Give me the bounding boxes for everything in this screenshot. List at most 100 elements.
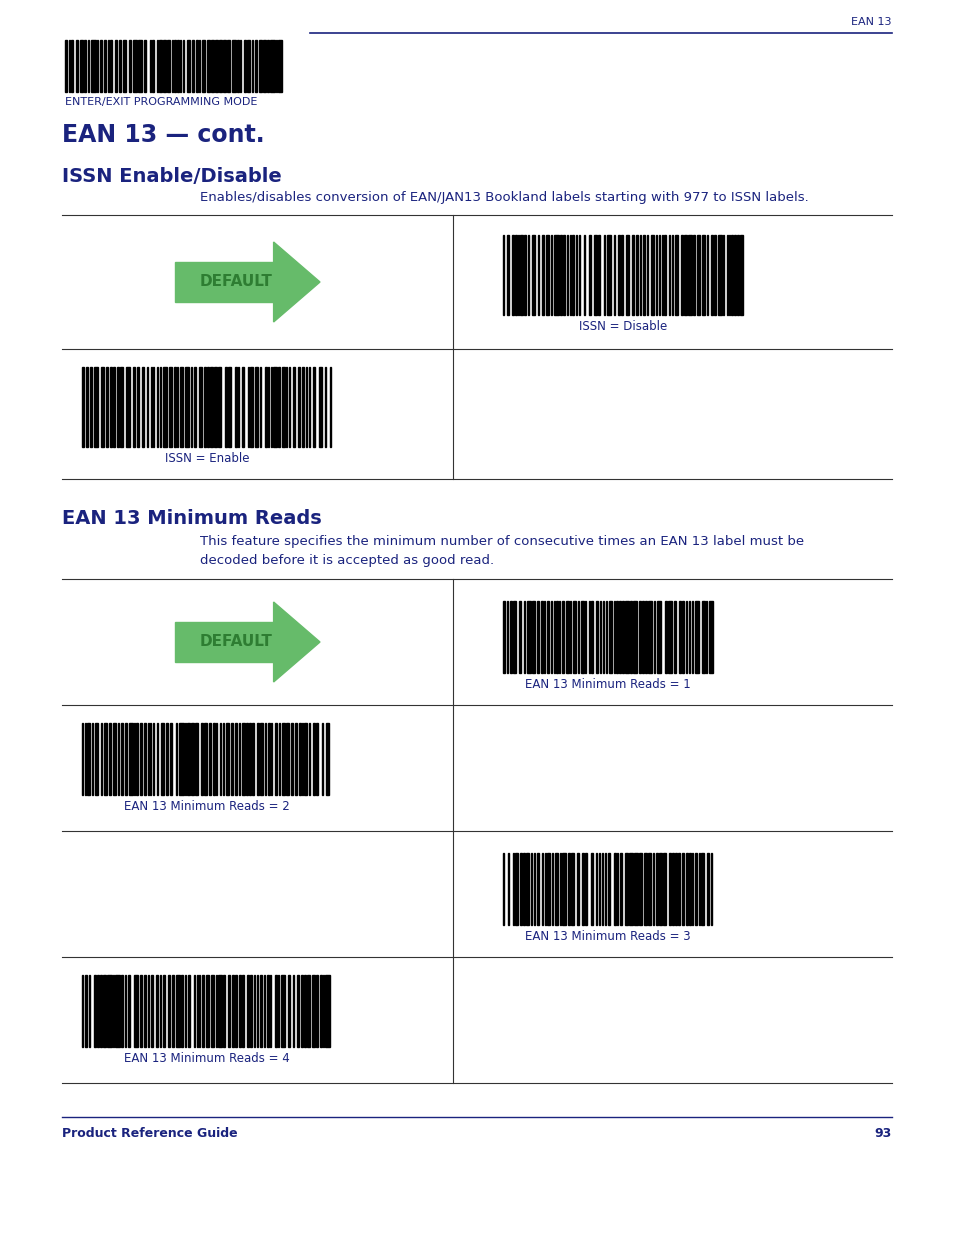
Bar — [228, 367, 231, 447]
Bar — [585, 853, 587, 925]
Bar — [602, 601, 603, 673]
Text: DEFAULT: DEFAULT — [199, 635, 272, 650]
Bar — [222, 974, 225, 1047]
Bar — [301, 722, 303, 795]
Bar — [151, 974, 153, 1047]
Bar — [234, 722, 237, 795]
Bar — [710, 853, 712, 925]
Bar — [736, 235, 739, 315]
Bar — [137, 367, 139, 447]
Bar — [547, 853, 550, 925]
Bar — [581, 853, 583, 925]
Bar — [194, 367, 195, 447]
Bar — [250, 367, 253, 447]
Bar — [668, 601, 671, 673]
Bar — [543, 601, 544, 673]
Bar — [150, 40, 151, 91]
Bar — [252, 40, 253, 91]
Bar — [148, 974, 149, 1047]
Bar — [634, 853, 637, 925]
Bar — [641, 601, 643, 673]
Bar — [191, 367, 193, 447]
Bar — [647, 853, 651, 925]
Bar — [82, 367, 84, 447]
Bar — [247, 40, 250, 91]
Bar — [176, 974, 179, 1047]
Bar — [151, 367, 152, 447]
Bar — [271, 722, 273, 795]
Bar — [157, 40, 158, 91]
Bar — [85, 722, 86, 795]
Bar — [674, 601, 675, 673]
Bar — [629, 853, 633, 925]
Bar — [650, 235, 654, 315]
Bar — [689, 853, 690, 925]
Bar — [688, 601, 690, 673]
Bar — [693, 235, 695, 315]
Bar — [252, 722, 253, 795]
Bar — [180, 40, 181, 91]
Bar — [204, 367, 206, 447]
Text: This feature specifies the minimum number of consecutive times an EAN 13 label m: This feature specifies the minimum numbe… — [200, 535, 803, 548]
Bar — [681, 601, 683, 673]
Bar — [694, 853, 697, 925]
Bar — [286, 722, 289, 795]
Bar — [573, 601, 576, 673]
Bar — [318, 367, 322, 447]
Bar — [93, 974, 95, 1047]
Bar — [681, 853, 683, 925]
Bar — [604, 853, 605, 925]
Bar — [519, 235, 522, 315]
Text: ISSN = Disable: ISSN = Disable — [578, 320, 666, 333]
Bar — [267, 974, 269, 1047]
Bar — [679, 601, 680, 673]
Bar — [194, 722, 198, 795]
Bar — [115, 974, 120, 1047]
Bar — [605, 601, 606, 673]
Bar — [148, 722, 149, 795]
Bar — [112, 722, 116, 795]
Bar — [700, 853, 703, 925]
Bar — [530, 853, 532, 925]
Bar — [174, 262, 274, 303]
Bar — [301, 367, 304, 447]
Bar — [544, 853, 546, 925]
Bar — [223, 722, 224, 795]
Bar — [701, 235, 704, 315]
Bar — [101, 722, 102, 795]
Bar — [323, 974, 324, 1047]
Bar — [313, 367, 314, 447]
Bar — [163, 40, 166, 91]
Bar — [89, 974, 91, 1047]
Bar — [633, 601, 637, 673]
Bar — [577, 601, 578, 673]
Bar — [241, 974, 243, 1047]
Bar — [133, 722, 135, 795]
Bar — [563, 235, 564, 315]
Bar — [188, 974, 190, 1047]
Bar — [674, 235, 678, 315]
Bar — [227, 40, 230, 91]
Bar — [76, 40, 78, 91]
Bar — [268, 367, 269, 447]
Bar — [198, 40, 200, 91]
Bar — [621, 601, 623, 673]
Bar — [239, 722, 240, 795]
Bar — [282, 722, 284, 795]
Bar — [132, 40, 137, 91]
Bar — [104, 722, 107, 795]
Bar — [506, 601, 508, 673]
Bar — [246, 722, 248, 795]
Bar — [107, 974, 112, 1047]
Bar — [215, 974, 216, 1047]
Bar — [324, 367, 326, 447]
Bar — [558, 601, 559, 673]
Bar — [176, 367, 178, 447]
Bar — [100, 40, 102, 91]
Bar — [86, 367, 88, 447]
Bar — [244, 40, 245, 91]
Bar — [170, 722, 172, 795]
Bar — [325, 974, 330, 1047]
Bar — [293, 974, 294, 1047]
Bar — [580, 601, 583, 673]
